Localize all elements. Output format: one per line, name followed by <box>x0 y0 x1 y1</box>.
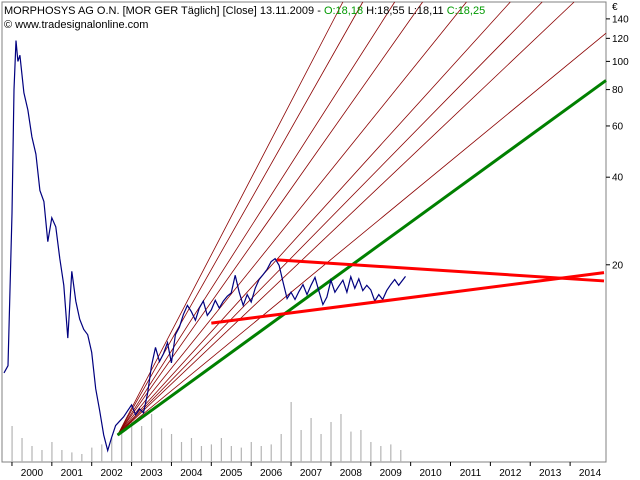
y-tick-label: 140 <box>612 14 629 25</box>
volume-bar <box>121 431 123 462</box>
chart-header: MORPHOSYS AG O.N. [MOR GER Täglich] [Clo… <box>4 5 485 17</box>
volume-bar <box>350 431 352 462</box>
triangle-trendlines <box>211 258 605 325</box>
volume-bar <box>390 444 392 462</box>
fan-line <box>117 1 467 436</box>
volume-bar <box>91 447 93 462</box>
header-title: MORPHOSYS AG O.N. [MOR GER Täglich] [Clo… <box>4 5 324 17</box>
price-series <box>3 40 406 453</box>
volume-bar <box>131 422 133 462</box>
volume-bar <box>290 402 292 462</box>
price-line <box>3 40 406 453</box>
volume-bar <box>250 442 252 462</box>
volume-bar <box>230 446 232 462</box>
volume-bar <box>220 438 222 462</box>
volume-bar <box>240 447 242 462</box>
x-tick-label: 2001 <box>61 468 84 479</box>
volume-bar <box>300 430 302 462</box>
volume-bar <box>61 450 63 462</box>
currency-label: € <box>612 2 618 13</box>
volume-bar <box>160 428 163 462</box>
volume-bar <box>330 422 332 462</box>
x-tick-label: 2011 <box>460 468 482 479</box>
x-tick-label: 2014 <box>579 468 602 479</box>
x-tick-label: 2004 <box>180 468 203 479</box>
volume-bar <box>340 414 342 462</box>
triangle-line <box>276 258 605 283</box>
volume-bar <box>280 434 282 462</box>
x-tick-label: 2003 <box>140 468 163 479</box>
header-open: O:18,18 <box>324 5 363 17</box>
volume-bar <box>400 450 402 462</box>
volume-bar <box>320 434 322 462</box>
support-trendline <box>116 79 607 437</box>
fan-line <box>117 1 364 436</box>
volume-bar <box>111 438 113 462</box>
volume-bar <box>310 418 312 462</box>
fan-line <box>117 1 511 436</box>
support-line <box>116 79 607 437</box>
plot-area <box>1 1 607 463</box>
volume-bar <box>360 430 362 462</box>
y-tick-label: 120 <box>612 34 629 45</box>
volume-bar <box>210 444 213 462</box>
volume-bar <box>380 446 382 462</box>
volume-bar <box>170 434 173 462</box>
fan-lines <box>117 1 607 436</box>
header-close: C:18,25 <box>447 5 486 17</box>
y-tick-label: 80 <box>612 85 624 96</box>
x-tick-label: 2007 <box>300 468 323 479</box>
x-axis: 2000 2001 2002 2003 2004 2005 2006 2007 2008 2009… <box>11 462 602 479</box>
volume-bar <box>71 452 73 462</box>
fan-line <box>117 1 396 436</box>
volume-bar <box>200 446 203 462</box>
fan-line <box>117 1 344 436</box>
volume-bar <box>81 454 83 462</box>
x-tick-label: 2012 <box>499 468 522 479</box>
volume-bar <box>101 444 103 462</box>
header-low: L:18,11 <box>408 5 444 17</box>
x-tick-label: 2005 <box>220 468 243 479</box>
x-tick-label: 2010 <box>419 468 442 479</box>
x-tick-label: 2006 <box>260 468 283 479</box>
y-tick-label: 20 <box>612 260 624 271</box>
x-tick-label: 2009 <box>380 468 403 479</box>
volume-bar <box>31 446 33 462</box>
y-tick-label: 60 <box>612 121 624 132</box>
volume-bar <box>21 438 23 462</box>
volume-bars <box>11 402 402 462</box>
x-tick-label: 2013 <box>539 468 562 479</box>
volume-bar <box>51 442 53 462</box>
fan-line <box>117 1 423 436</box>
volume-bar <box>11 426 13 462</box>
header-high: H:18,55 <box>366 5 405 17</box>
y-axis: 140 120 100 80 60 40 20 <box>606 14 629 271</box>
fan-line <box>117 1 575 436</box>
x-tick-label: 2008 <box>340 468 363 479</box>
x-tick-label: 2002 <box>101 468 124 479</box>
volume-bar <box>270 444 272 462</box>
volume-bar <box>141 426 143 462</box>
volume-bar <box>151 414 153 462</box>
y-tick-label: 100 <box>612 57 629 68</box>
triangle-line <box>211 271 605 325</box>
volume-bar <box>41 450 43 462</box>
volume-bar <box>260 446 262 462</box>
fan-line <box>117 32 607 436</box>
volume-bar <box>180 442 183 462</box>
y-tick-label: 40 <box>612 173 624 184</box>
volume-bar <box>370 442 372 462</box>
volume-bar <box>190 438 193 462</box>
x-tick-label: 2000 <box>21 468 44 479</box>
fan-line <box>117 1 543 436</box>
copyright-label: © www.tradesignalonline.com <box>4 19 148 31</box>
